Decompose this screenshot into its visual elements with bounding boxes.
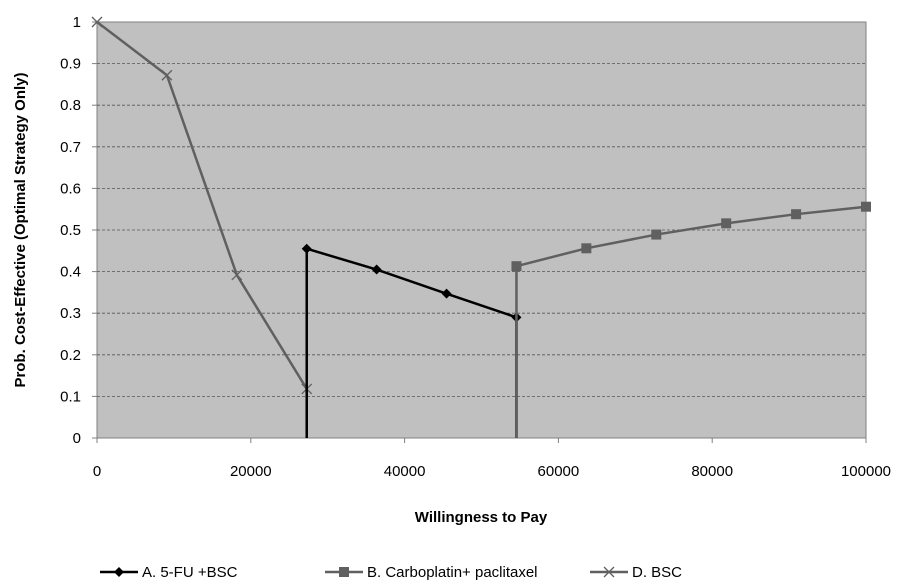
x-tick-label: 20000: [230, 463, 272, 480]
data-point-diamond: [301, 243, 312, 254]
x-tick-label: 80000: [691, 463, 733, 480]
x-tick-label: 100000: [841, 463, 891, 480]
legend-label: A. 5-FU +BSC: [142, 564, 238, 581]
x-tick-labels: 0 20000 40000 60000 80000 100000: [93, 463, 891, 480]
data-point-x: [231, 269, 243, 281]
y-tick-label: 0.7: [60, 139, 81, 156]
data-point-square: [791, 209, 802, 220]
data-point-diamond: [441, 288, 452, 299]
x-tick-label: 60000: [538, 463, 580, 480]
legend: A. 5-FU +BSC B. Carboplatin+ paclitaxel D.…: [100, 564, 682, 581]
data-point-square: [651, 229, 662, 240]
y-tick-label: 0.3: [60, 305, 81, 322]
data-point-square: [861, 201, 871, 212]
data-point-x: [603, 566, 615, 578]
axes: [92, 21, 867, 443]
y-axis-title: Prob. Cost-Effective (Optimal Strategy O…: [12, 72, 29, 387]
y-tick-label: 0.2: [60, 347, 81, 364]
y-tick-label: 0.4: [60, 264, 81, 281]
data-point-x-stroke: [603, 566, 615, 578]
grid-lines: [97, 63, 866, 397]
y-tick-label: 1: [73, 14, 81, 31]
y-tick-label: 0: [73, 430, 81, 447]
y-tick-label: 0.1: [60, 388, 81, 405]
data-point-x-stroke: [161, 69, 173, 81]
y-tick-label: 0.8: [60, 97, 81, 114]
data-point-diamond: [114, 567, 124, 577]
x-axis-title: Willingness to Pay: [415, 509, 548, 526]
legend-label: D. BSC: [632, 564, 682, 581]
x-tick-label: 0: [93, 463, 101, 480]
data-point-x-stroke: [91, 16, 103, 28]
data-point-x: [91, 16, 103, 28]
legend-item: B. Carboplatin+ paclitaxel: [325, 564, 538, 581]
data-point-square: [721, 218, 732, 229]
legend-item: A. 5-FU +BSC: [100, 564, 238, 581]
y-tick-labels: 0 0.1 0.2 0.3 0.4 0.5 0.6 0.7 0.8 0.9 1: [60, 14, 81, 447]
data-point-x-stroke: [231, 269, 243, 281]
data-point-square: [511, 261, 522, 272]
data-point-diamond: [371, 264, 382, 275]
data-point-square: [581, 243, 592, 254]
y-tick-label: 0.5: [60, 222, 81, 239]
legend-item: D. BSC: [590, 564, 682, 581]
data-point-square: [339, 567, 349, 577]
series-layer: [91, 16, 871, 438]
y-tick-label: 0.6: [60, 180, 81, 197]
legend-label: B. Carboplatin+ paclitaxel: [367, 564, 538, 581]
y-tick-label: 0.9: [60, 56, 81, 73]
data-point-x: [161, 69, 173, 81]
x-tick-label: 40000: [384, 463, 426, 480]
